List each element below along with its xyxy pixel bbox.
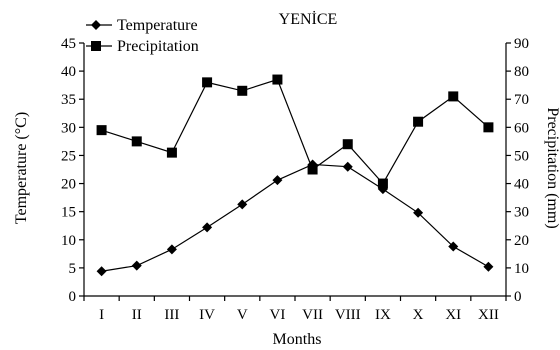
y-left-tick-label: 35 — [61, 92, 76, 108]
temperature-point — [202, 222, 213, 233]
legend-marker — [91, 41, 101, 51]
precipitation-point — [413, 116, 424, 127]
x-tick-label: II — [132, 307, 142, 323]
precipitation-point — [483, 122, 494, 133]
precipitation-point — [307, 164, 318, 175]
y-right-tick-label: 40 — [514, 177, 529, 193]
series — [96, 74, 494, 277]
legend-marker — [91, 20, 101, 30]
y-right-tick-label: 70 — [514, 92, 529, 108]
y-right-tick-label: 60 — [514, 120, 529, 136]
y-left-tick-label: 25 — [61, 148, 76, 164]
y-right-tick-label: 80 — [514, 64, 529, 80]
temperature-line — [101, 163, 489, 272]
y-axis-left-label: Temperature (°C) — [13, 112, 30, 224]
x-tick-label: IV — [199, 307, 215, 323]
legend-item-precipitation: Precipitation — [86, 38, 199, 55]
y-right-tick-label: 30 — [514, 205, 529, 221]
y-left-tick-label: 45 — [61, 36, 76, 52]
temperature-point — [272, 175, 283, 186]
x-tick-label: I — [99, 307, 104, 323]
y-left-tick-label: 10 — [61, 233, 76, 249]
precipitation-point — [272, 74, 283, 85]
x-tick-label: VIII — [335, 307, 361, 323]
precipitation-point — [202, 77, 213, 88]
x-axis-label: Months — [273, 331, 322, 348]
precipitation-line — [101, 78, 489, 185]
y-left-tick-label: 40 — [61, 64, 76, 80]
precipitation-point — [131, 136, 142, 147]
y-right-tick-label: 90 — [514, 36, 529, 52]
temperature-point — [237, 199, 248, 210]
y-right-tick-label: 50 — [514, 148, 529, 164]
series-temperature — [96, 159, 494, 277]
y-left-tick-label: 20 — [61, 177, 76, 193]
chart-title: YENİCE — [279, 10, 338, 28]
temperature-point — [96, 266, 107, 277]
x-tick-label: VII — [302, 307, 323, 323]
temperature-point — [131, 260, 142, 271]
y-left-tick-label: 30 — [61, 120, 76, 136]
temperature-point — [166, 244, 177, 255]
precipitation-point — [342, 139, 353, 150]
legend-item-temperature: Temperature — [86, 17, 198, 34]
legend: Temperature Precipitation — [86, 17, 199, 55]
series-precipitation — [96, 74, 494, 189]
precipitation-point — [448, 91, 459, 102]
y-left-tick-label: 5 — [69, 261, 77, 277]
precipitation-point — [166, 147, 177, 158]
x-tick-label: VI — [270, 307, 286, 323]
precipitation-point — [96, 125, 107, 136]
x-tick-label: IX — [375, 307, 391, 323]
temperature-point — [413, 207, 424, 218]
temperature-point — [448, 241, 459, 252]
x-tick-label: XII — [478, 307, 499, 323]
y-right-tick-label: 20 — [514, 233, 529, 249]
x-tick-label: III — [164, 307, 179, 323]
legend-label: Precipitation — [117, 38, 199, 55]
precipitation-point — [237, 85, 248, 96]
x-tick-label: XI — [445, 307, 461, 323]
y-axis-right-label: Precipitation (mm) — [544, 107, 560, 228]
y-left-tick-label: 15 — [61, 205, 76, 221]
temperature-point — [342, 161, 353, 172]
x-tick-label: V — [237, 307, 248, 323]
precipitation-point — [377, 178, 388, 189]
y-left-tick-label: 0 — [69, 289, 77, 305]
y-right-tick-label: 10 — [514, 261, 529, 277]
temperature-point — [483, 261, 494, 272]
y-right-tick-label: 0 — [514, 289, 522, 305]
x-tick-label: X — [413, 307, 424, 323]
legend-label: Temperature — [117, 17, 198, 34]
